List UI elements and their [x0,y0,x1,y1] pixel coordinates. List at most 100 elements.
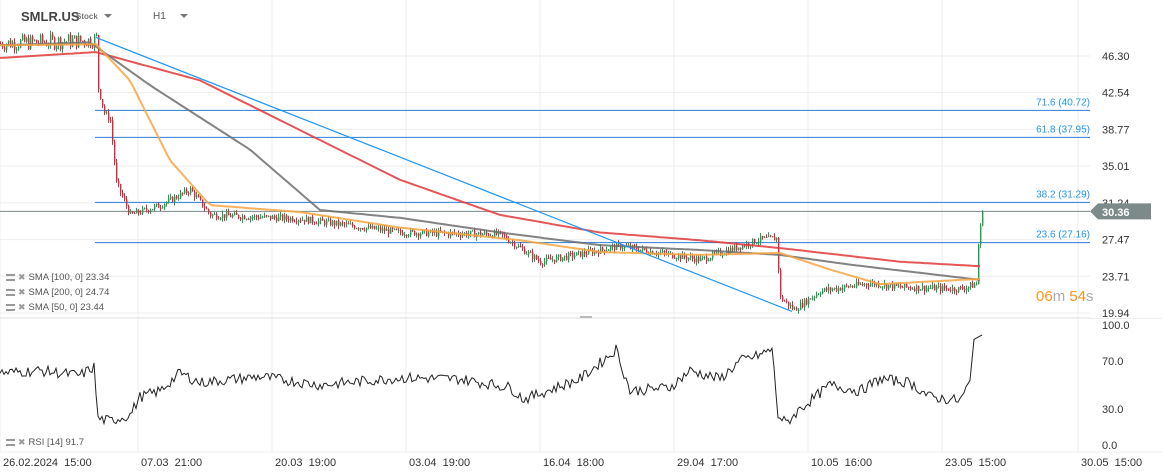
candle-body [32,36,34,41]
candle-body [636,246,638,250]
candle [804,297,806,311]
candle-body [982,211,984,226]
candle-body [968,286,970,289]
candle [800,299,802,311]
candle [394,228,396,231]
candle-body [48,45,50,47]
candle [330,216,332,227]
candle [546,254,548,265]
candle [332,219,334,227]
candle [336,220,338,227]
candle-body [118,180,120,185]
candle [530,250,532,253]
candle [166,201,168,207]
candle [860,282,862,286]
rsi-line [0,334,983,426]
remove-icon[interactable]: ✖ [18,437,26,447]
candle-body [270,215,272,220]
candle [156,203,158,208]
panel-resize-handle[interactable] [580,316,592,318]
candle [558,254,560,261]
candle-body [808,298,810,305]
candle [144,207,146,210]
candle [308,216,310,225]
candle-body [930,287,932,289]
candle [598,249,600,257]
candle-body [694,258,696,263]
candle-body [250,217,252,220]
candle [414,230,416,237]
timeframe-dropdown-icon[interactable] [180,14,188,18]
timeframe-selector[interactable]: H1 [153,11,166,22]
candle-body [844,285,846,289]
candle [944,282,946,291]
candle-body [348,223,350,225]
candle [828,283,830,294]
candle [28,34,30,50]
candle [190,185,192,196]
candle-body [80,35,82,41]
candle-body [338,220,340,226]
candle [968,286,970,292]
settings-icon[interactable] [6,439,15,446]
candle [284,212,286,224]
candle-body [906,283,908,288]
candle-body [260,217,262,219]
candle [188,191,190,197]
legend-sma-200[interactable]: ✖ SMA [200, 0] 24.74 [6,287,109,298]
settings-icon[interactable] [6,304,15,311]
legend-sma-100[interactable]: ✖ SMA [100, 0] 23.34 [6,272,109,283]
candle [106,110,108,115]
candle [954,286,956,295]
candle [534,253,536,263]
candle [196,191,198,199]
candle-body [922,285,924,290]
candle-body [134,213,136,215]
candle-body [766,236,768,238]
candle-body [960,287,962,289]
candle [788,301,790,310]
legend-label: SMA [200, 0] 24.74 [28,287,110,298]
settings-icon[interactable] [6,274,15,281]
candle [774,233,776,241]
candle [222,210,224,222]
candle-body [170,196,172,199]
candle-body [200,197,202,200]
candle [344,222,346,228]
candle-body [362,228,364,230]
candle [24,33,26,43]
candle [978,243,980,285]
candle [210,211,212,219]
candle-body [480,232,482,236]
legend-sma-50[interactable]: ✖ SMA [50, 0] 23.44 [6,302,104,313]
candle-body [128,206,130,214]
candle-body [760,235,762,242]
remove-icon[interactable]: ✖ [18,287,26,297]
candle [806,297,808,306]
candle [734,244,736,252]
candle [864,282,866,287]
symbol-dropdown-icon[interactable] [104,14,112,18]
candle-body [278,216,280,222]
candle-body [390,227,392,234]
candle [236,210,238,215]
remove-icon[interactable]: ✖ [18,272,26,282]
candle [776,237,778,243]
candle-body [538,259,540,261]
symbol-label[interactable]: SMLR.US [21,9,80,24]
candle-body [522,247,524,249]
candle-body [126,199,128,207]
remove-icon[interactable]: ✖ [18,302,26,312]
candle [374,225,376,230]
candle-body [156,203,158,206]
candle-body [266,215,268,217]
candle-body [682,253,684,259]
candle-body [696,257,698,263]
settings-icon[interactable] [6,289,15,296]
candle-body [16,48,18,50]
candle-body [226,212,228,218]
candle-body [528,251,530,254]
legend-rsi[interactable]: ✖ RSI [14] 91.7 [6,437,84,448]
candle [364,227,366,232]
